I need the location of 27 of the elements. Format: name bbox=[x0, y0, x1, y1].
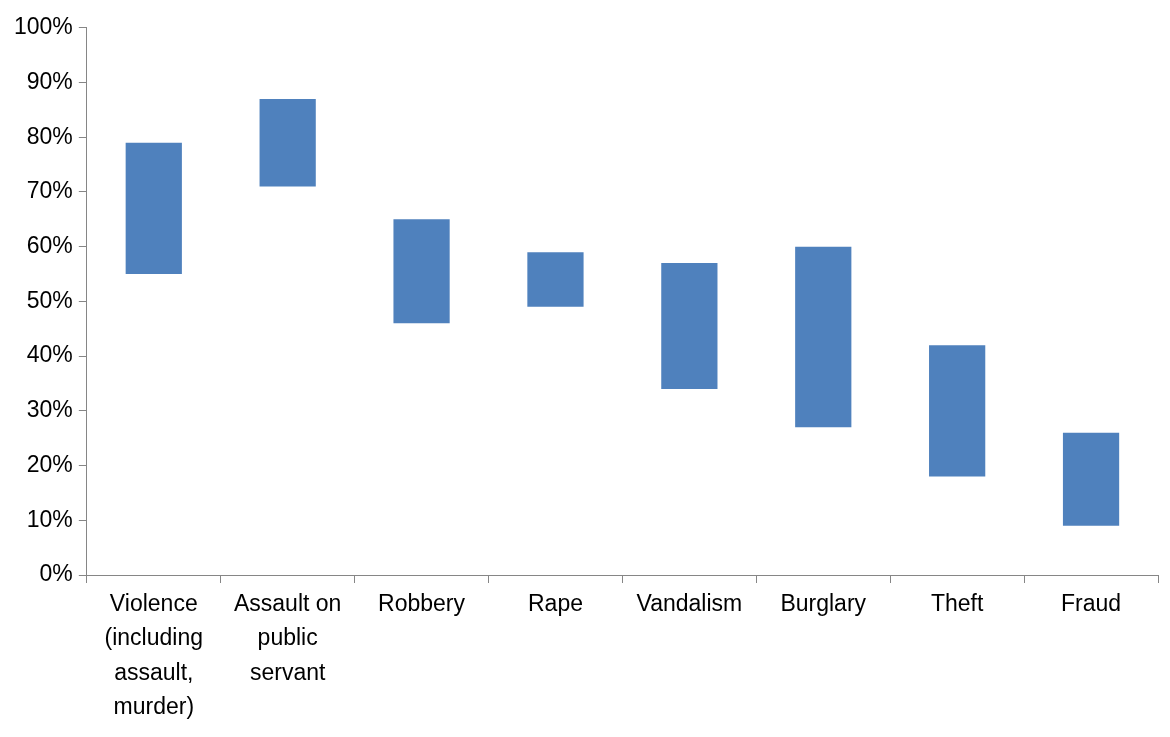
x-tick-label: Theft bbox=[930, 589, 984, 616]
x-tick-label: Rape bbox=[527, 589, 583, 616]
y-tick-label: 0% bbox=[39, 560, 73, 587]
x-tick-label: Robbery bbox=[378, 589, 466, 616]
y-tick-label: 60% bbox=[26, 232, 73, 259]
bar bbox=[527, 252, 584, 307]
y-tick-label: 10% bbox=[26, 505, 73, 532]
x-tick-label: Burglary bbox=[780, 589, 867, 616]
x-tick-label: Violence (including assault, murder) bbox=[104, 589, 203, 720]
y-tick-label: 70% bbox=[26, 177, 73, 204]
bar bbox=[393, 219, 450, 324]
y-tick-label: 40% bbox=[26, 341, 73, 368]
y-tick-label: 50% bbox=[26, 286, 73, 313]
bar bbox=[125, 142, 182, 275]
bar bbox=[661, 263, 718, 389]
y-tick-label: 30% bbox=[26, 396, 73, 423]
y-tick-label: 20% bbox=[26, 450, 73, 477]
bar bbox=[259, 98, 316, 187]
y-tick-label: 100% bbox=[14, 13, 73, 40]
y-tick-label: 90% bbox=[26, 67, 73, 94]
bar bbox=[929, 345, 986, 477]
bar bbox=[795, 246, 852, 428]
y-tick-label: 80% bbox=[26, 122, 73, 149]
bar bbox=[1062, 432, 1120, 526]
x-tick-label: Assault on public servant bbox=[233, 589, 342, 685]
x-tick-label: Vandalism bbox=[636, 589, 743, 616]
x-tick-label: Fraud bbox=[1061, 589, 1122, 616]
